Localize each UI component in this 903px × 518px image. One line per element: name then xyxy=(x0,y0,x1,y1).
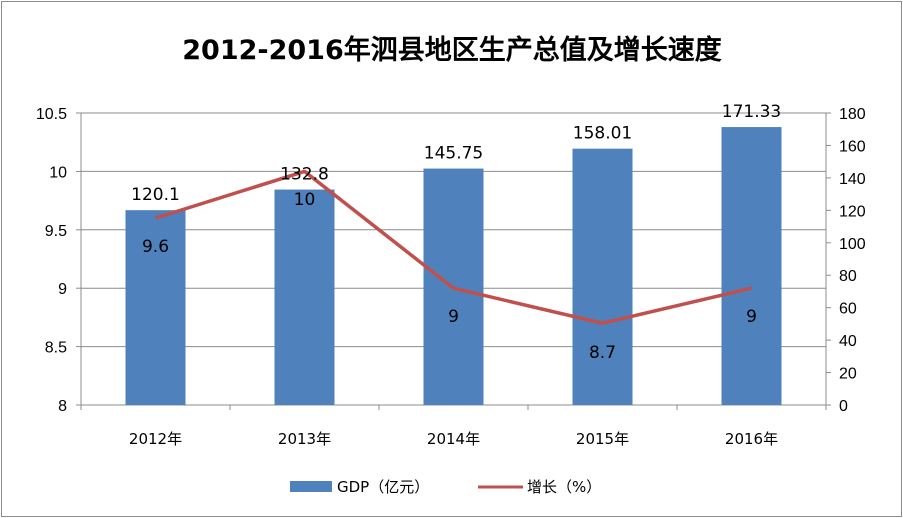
legend-label-growth: 增长（%） xyxy=(527,478,601,496)
gdp-bar xyxy=(721,127,782,405)
x-tick-label: 2012年 xyxy=(129,430,182,448)
axes: 8 8.5 9 9.5 10 10.5 0 20 40 60 80 100 120 140 160 180 20… xyxy=(36,106,866,448)
legend-label-gdp: GDP（亿元） xyxy=(337,478,429,496)
gdp-bar xyxy=(125,210,186,405)
left-tick-label: 9 xyxy=(58,281,67,298)
x-tick-label: 2016年 xyxy=(725,430,778,448)
gdp-bar xyxy=(572,148,633,405)
left-tick-label: 8 xyxy=(58,398,67,415)
legend-swatch-gdp xyxy=(290,481,332,492)
gdp-data-label: 171.33 xyxy=(722,102,781,122)
right-tick-label: 80 xyxy=(839,268,857,285)
growth-line-layer xyxy=(154,169,752,325)
gdp-data-label: 145.75 xyxy=(424,144,483,164)
gdp-bars xyxy=(125,127,782,405)
legend: GDP（亿元） 增长（%） xyxy=(290,478,601,496)
gdp-data-label: 120.1 xyxy=(131,185,180,205)
right-tick-label: 60 xyxy=(839,301,857,318)
left-tick-label: 8.5 xyxy=(45,340,67,357)
x-tick-label: 2014年 xyxy=(427,430,480,448)
right-tick-label: 100 xyxy=(839,236,866,253)
growth-data-label: 9 xyxy=(746,307,757,327)
left-tick-label: 10 xyxy=(49,164,67,181)
growth-data-label: 8.7 xyxy=(589,343,616,363)
left-tick-label: 9.5 xyxy=(45,223,67,240)
chart-title: 2012-2016年泗县地区生产总值及增长速度 xyxy=(182,34,722,66)
gdp-data-label: 132.8 xyxy=(280,165,329,185)
right-tick-label: 120 xyxy=(839,203,866,220)
growth-data-label: 10 xyxy=(294,190,316,210)
right-tick-label: 20 xyxy=(839,366,857,383)
gdp-bar xyxy=(274,189,335,405)
gdp-data-label: 158.01 xyxy=(573,124,632,144)
growth-data-label: 9 xyxy=(448,307,459,327)
right-tick-label: 0 xyxy=(839,398,848,415)
right-tick-label: 160 xyxy=(839,138,866,155)
x-tick-label: 2015年 xyxy=(576,430,629,448)
right-tick-label: 40 xyxy=(839,333,857,350)
growth-data-label: 9.6 xyxy=(142,237,169,257)
left-tick-label: 10.5 xyxy=(36,106,67,123)
right-tick-label: 140 xyxy=(839,171,866,188)
growth-line xyxy=(154,169,752,325)
right-tick-label: 180 xyxy=(839,106,866,123)
data-labels: 120.1 132.8 145.75 158.01 171.33 9.6 10 9 8.7 9 xyxy=(131,102,781,363)
x-tick-label: 2013年 xyxy=(278,430,331,448)
